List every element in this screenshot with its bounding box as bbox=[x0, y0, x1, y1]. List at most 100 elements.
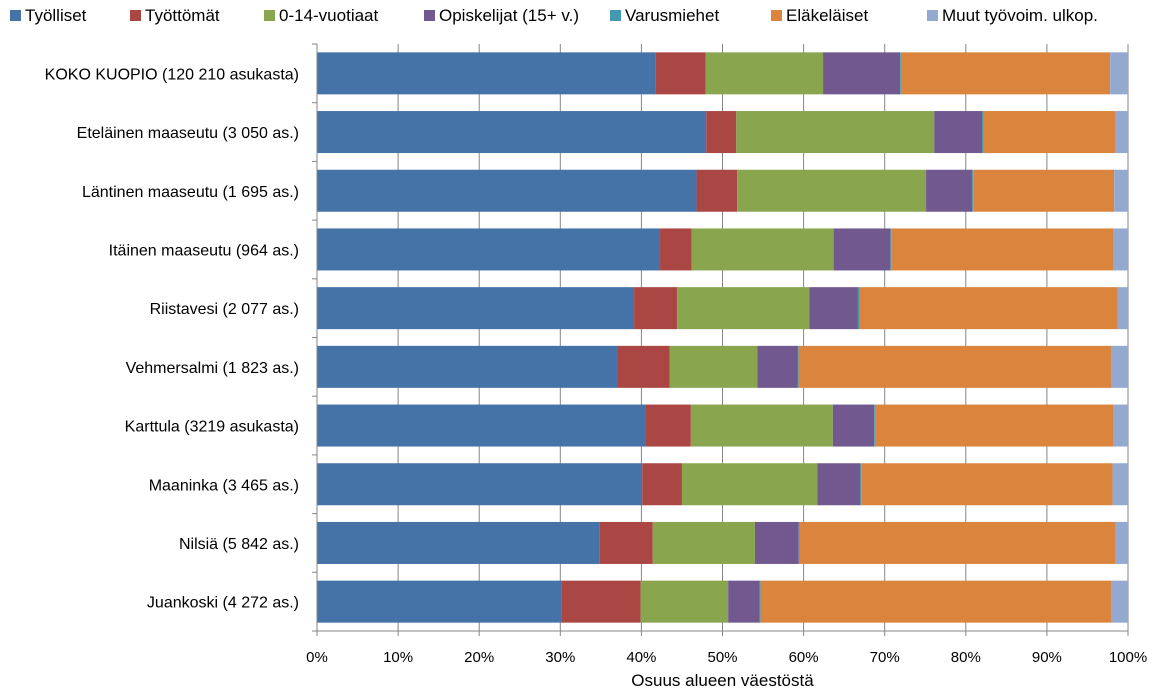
category-label: KOKO KUOPIO (120 210 asukasta) bbox=[45, 66, 299, 83]
bar-segment bbox=[1112, 463, 1128, 506]
bar-segment bbox=[926, 169, 973, 212]
bar-segment bbox=[645, 404, 691, 447]
legend-swatch bbox=[264, 10, 275, 21]
bar-segment bbox=[317, 52, 656, 95]
category-label: Karttula (3219 asukasta) bbox=[125, 419, 299, 436]
x-tick-label: 60% bbox=[789, 649, 819, 666]
bar-segment bbox=[934, 111, 983, 154]
legend: Työlliset Työttömät 0-14-vuotiaat Opiskelij… bbox=[10, 6, 1098, 25]
legend-swatch bbox=[771, 10, 782, 21]
bar-segment bbox=[561, 580, 641, 623]
bar-segment bbox=[760, 580, 1112, 623]
bar-segment bbox=[1113, 228, 1128, 271]
bar-segment bbox=[1115, 111, 1128, 154]
bar-segment bbox=[681, 463, 818, 506]
bar-segment bbox=[861, 463, 1113, 506]
bar-segment bbox=[317, 169, 697, 212]
x-tick-label: 0% bbox=[306, 649, 328, 666]
bar-segment bbox=[833, 228, 891, 271]
bar-segment bbox=[860, 463, 862, 506]
bar-segment bbox=[728, 580, 760, 623]
bar-segment bbox=[757, 345, 798, 388]
bar-segment bbox=[640, 580, 729, 623]
category-label: Riistavesi (2 077 as.) bbox=[150, 301, 299, 318]
bar-segment bbox=[1115, 521, 1128, 564]
bar-segment bbox=[759, 580, 761, 623]
category-label: Nilsiä (5 842 as.) bbox=[179, 536, 299, 553]
category-label: Itäinen maaseutu (964 as.) bbox=[109, 242, 299, 259]
bar-segment bbox=[669, 345, 758, 388]
bar-segment bbox=[317, 345, 618, 388]
bar-segment bbox=[799, 521, 1116, 564]
legend-label: Muut työvoim. ulkop. bbox=[942, 6, 1098, 25]
bar-segment bbox=[900, 52, 901, 95]
x-tick-label: 80% bbox=[951, 649, 981, 666]
x-axis-title: Osuus alueen väestöstä bbox=[631, 671, 814, 690]
category-label: Vehmersalmi (1 823 as.) bbox=[126, 360, 299, 377]
bar-segment bbox=[857, 287, 860, 330]
legend-label: Opiskelijat (15+ v.) bbox=[439, 6, 579, 25]
legend-swatch bbox=[610, 10, 621, 21]
bar-segment bbox=[832, 404, 875, 447]
bar-segment bbox=[691, 228, 834, 271]
bar-segment bbox=[874, 404, 1114, 447]
legend-swatch bbox=[130, 10, 141, 21]
x-tick-label: 90% bbox=[1032, 649, 1062, 666]
bar-segment bbox=[798, 521, 800, 564]
bar-segment bbox=[706, 111, 737, 154]
category-label: Maaninka (3 465 as.) bbox=[149, 477, 299, 494]
bar-segment bbox=[655, 52, 706, 95]
category-label: Eteläinen maaseutu (3 050 as.) bbox=[77, 125, 299, 142]
category-label: Läntinen maaseutu (1 695 as.) bbox=[82, 184, 299, 201]
bar-segment bbox=[705, 52, 824, 95]
bar-segment bbox=[982, 111, 984, 154]
bar-segment bbox=[617, 345, 670, 388]
bar-segment bbox=[1114, 169, 1128, 212]
bar-segment bbox=[900, 52, 1111, 95]
bar-segment bbox=[317, 521, 600, 564]
legend-label: Eläkeläiset bbox=[786, 6, 868, 25]
legend-swatch bbox=[927, 10, 938, 21]
bar-segment bbox=[660, 228, 692, 271]
bar-segment bbox=[1111, 580, 1128, 623]
category-labels: KOKO KUOPIO (120 210 asukasta) Eteläinen … bbox=[45, 66, 299, 611]
legend-swatch bbox=[10, 10, 21, 21]
bar-segment bbox=[798, 345, 1112, 388]
bar-segment bbox=[1110, 52, 1128, 95]
bar-segment bbox=[696, 169, 738, 212]
bar-segment bbox=[317, 228, 661, 271]
bar-segment bbox=[859, 287, 1118, 330]
x-tick-label: 10% bbox=[383, 649, 413, 666]
legend-label: 0-14-vuotiaat bbox=[279, 6, 379, 25]
bar-segment bbox=[874, 404, 875, 447]
bar-segment bbox=[1113, 404, 1128, 447]
bar-segment bbox=[317, 111, 707, 154]
category-label: Juankoski (4 272 as.) bbox=[147, 595, 299, 612]
bar-segment bbox=[634, 287, 678, 330]
legend-label: Työlliset bbox=[25, 6, 87, 25]
bar-segment bbox=[317, 580, 562, 623]
bar-segment bbox=[1111, 345, 1128, 388]
bar-segment bbox=[317, 404, 646, 447]
bar-segment bbox=[599, 521, 653, 564]
bar-segment bbox=[890, 228, 892, 271]
bar-segment bbox=[809, 287, 858, 330]
bar-segment bbox=[891, 228, 1114, 271]
bar-segment bbox=[737, 169, 927, 212]
bar-segment bbox=[797, 345, 799, 388]
x-tick-label: 40% bbox=[626, 649, 656, 666]
bar-segment bbox=[1117, 287, 1128, 330]
bar-segment bbox=[817, 463, 861, 506]
bar-segment bbox=[317, 463, 643, 506]
bar-segment bbox=[317, 287, 635, 330]
axes bbox=[316, 44, 1128, 632]
bar-segment bbox=[690, 404, 833, 447]
x-tick-label: 70% bbox=[870, 649, 900, 666]
bar-segment bbox=[972, 169, 974, 212]
bar-segment bbox=[652, 521, 755, 564]
legend-label: Työttömät bbox=[145, 6, 220, 25]
legend-swatch bbox=[424, 10, 435, 21]
bar-segment bbox=[983, 111, 1116, 154]
bar-series bbox=[317, 52, 1128, 623]
